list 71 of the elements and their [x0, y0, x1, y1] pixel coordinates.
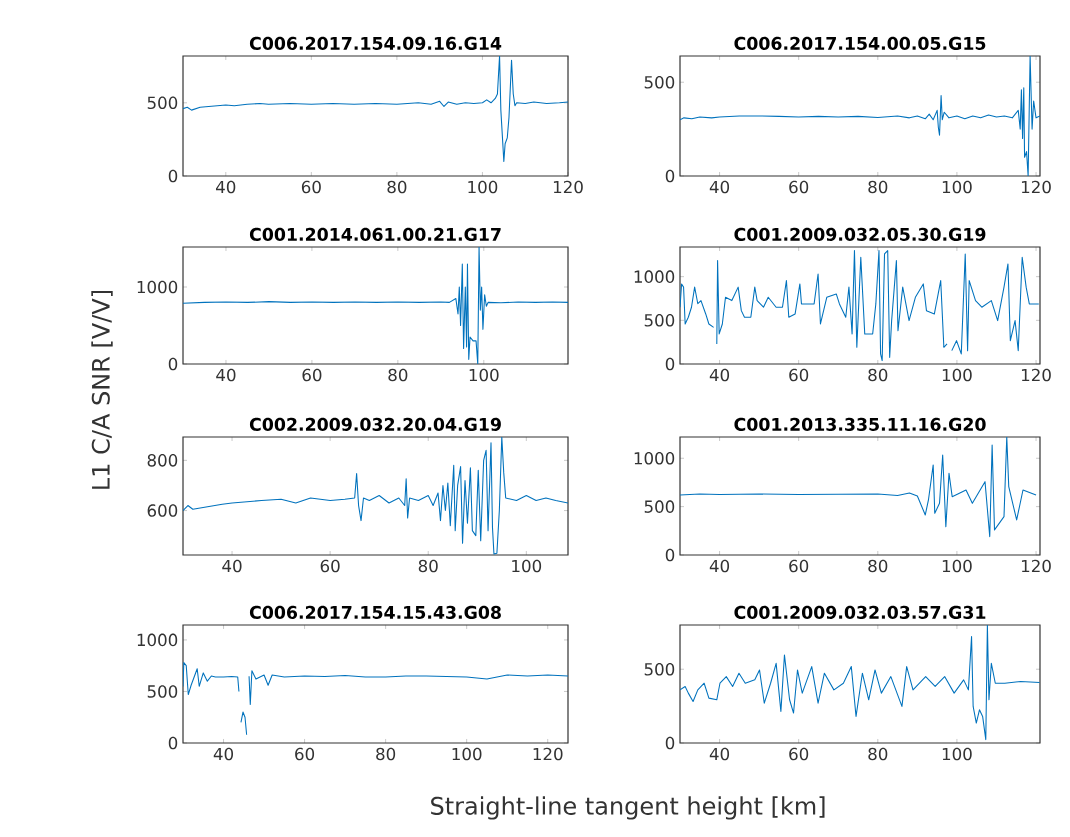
x-tick-label: 40	[709, 559, 730, 573]
y-tick-label: 1000	[634, 451, 675, 465]
y-tick-label: 500	[644, 500, 675, 513]
x-tick-label: 60	[295, 747, 315, 761]
line-series	[183, 246, 569, 364]
chart-title: C001.2014.061.00.21.G17	[249, 227, 501, 241]
y-tick-label: 1000	[634, 270, 675, 283]
x-tick-label: 100	[942, 368, 972, 382]
y-tick-label: 500	[644, 75, 675, 89]
y-tick-label: 0	[168, 357, 178, 371]
x-tick-label: 40	[709, 368, 730, 382]
x-tick-label: 80	[868, 180, 888, 194]
y-tick-label: 1000	[137, 633, 178, 647]
x-tick-label: 40	[216, 368, 236, 382]
x-tick-label: 80	[418, 559, 438, 573]
x-tick-label: 80	[376, 747, 396, 761]
chart-title: C006.2017.154.09.16.G14	[249, 36, 502, 50]
line-series	[680, 55, 1040, 176]
y-tick-label: 0	[168, 169, 178, 183]
x-tick-label: 100	[452, 747, 482, 761]
y-tick-label: 0	[665, 736, 675, 750]
x-tick-label: 60	[302, 368, 322, 382]
x-axis-title: Straight-line tangent height [km]	[431, 796, 825, 820]
x-tick-label: 100	[942, 747, 972, 761]
line-series	[183, 55, 569, 162]
y-tick-label: 600	[147, 504, 178, 517]
x-tick-label: 60	[320, 559, 340, 573]
x-tick-label: 120	[1021, 559, 1051, 573]
chart-title: C001.2009.032.03.57.G31	[734, 605, 986, 619]
y-tick-label: 0	[665, 169, 675, 183]
chart-title: C006.2017.154.15.43.G08	[249, 605, 501, 619]
x-tick-label: 40	[213, 747, 234, 761]
x-tick-label: 40	[222, 559, 242, 573]
x-tick-label: 40	[216, 180, 236, 194]
x-tick-label: 40	[709, 180, 730, 194]
y-tick-label: 500	[147, 685, 178, 698]
y-tick-label: 800	[147, 454, 178, 467]
line-series	[680, 624, 1040, 741]
y-tick-label: 500	[644, 314, 675, 327]
y-tick-label: 0	[665, 357, 675, 371]
x-tick-label: 60	[301, 180, 321, 194]
line-series	[680, 436, 1037, 538]
y-tick-label: 0	[665, 548, 675, 562]
x-tick-label: 40	[709, 747, 730, 761]
chart-title: C001.2009.032.05.30.G19	[734, 227, 986, 241]
x-tick-label: 120	[1021, 180, 1051, 194]
chart-title: C006.2017.154.00.05.G15	[734, 36, 986, 50]
x-tick-label: 120	[553, 180, 583, 194]
y-tick-label: 500	[147, 96, 178, 110]
y-axis-title: L1 C/A SNR [V/V]	[91, 290, 113, 489]
x-tick-label: 80	[868, 559, 888, 573]
x-tick-label: 100	[512, 559, 542, 573]
x-tick-label: 120	[1021, 368, 1051, 382]
x-tick-label: 60	[789, 368, 809, 382]
chart-title: C001.2013.335.11.16.G20	[734, 417, 986, 431]
x-tick-label: 60	[789, 180, 809, 194]
y-tick-label: 500	[644, 662, 675, 676]
x-tick-label: 60	[789, 559, 809, 573]
x-tick-label: 100	[942, 180, 972, 194]
x-tick-label: 100	[469, 368, 499, 382]
x-tick-label: 80	[868, 747, 888, 761]
x-tick-label: 100	[942, 559, 972, 573]
y-tick-label: 1000	[137, 280, 178, 294]
x-tick-label: 100	[468, 180, 498, 194]
chart-title: C002.2009.032.20.04.G19	[249, 417, 501, 431]
x-tick-label: 60	[789, 747, 809, 761]
x-tick-label: 80	[868, 368, 888, 382]
x-tick-label: 80	[388, 368, 408, 382]
y-tick-label: 0	[168, 736, 178, 750]
x-tick-label: 120	[533, 747, 563, 761]
x-tick-label: 80	[387, 180, 407, 194]
